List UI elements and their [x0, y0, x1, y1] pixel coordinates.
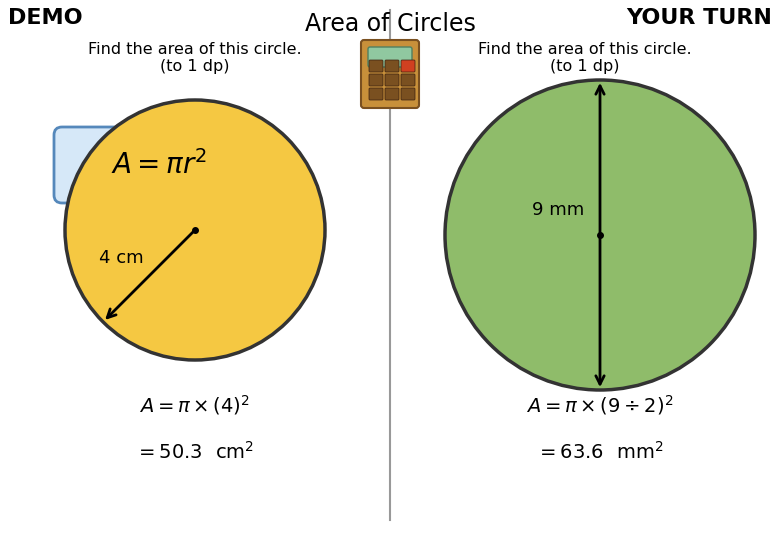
Text: $A = \pi \times (4)^2$: $A = \pi \times (4)^2$ [140, 393, 250, 417]
FancyBboxPatch shape [368, 47, 412, 67]
Text: 4 cm: 4 cm [99, 249, 144, 267]
Text: $A = \pi \times (9 \div 2)^2$: $A = \pi \times (9 \div 2)^2$ [526, 393, 674, 417]
FancyBboxPatch shape [385, 74, 399, 86]
Circle shape [65, 100, 325, 360]
Text: $= 63.6 \ \ \mathrm{mm}^2$: $= 63.6 \ \ \mathrm{mm}^2$ [537, 441, 664, 463]
FancyBboxPatch shape [369, 60, 383, 72]
FancyBboxPatch shape [401, 74, 415, 86]
Text: $A = \pi r^2$: $A = \pi r^2$ [112, 150, 207, 180]
Text: YOUR TURN: YOUR TURN [626, 8, 772, 28]
FancyBboxPatch shape [369, 88, 383, 100]
FancyBboxPatch shape [369, 74, 383, 86]
FancyBboxPatch shape [385, 60, 399, 72]
Circle shape [445, 80, 755, 390]
FancyBboxPatch shape [361, 40, 419, 108]
Text: $= 50.3 \ \ \mathrm{cm}^2$: $= 50.3 \ \ \mathrm{cm}^2$ [136, 441, 254, 463]
Text: DEMO: DEMO [8, 8, 83, 28]
FancyBboxPatch shape [401, 88, 415, 100]
Text: 9 mm: 9 mm [532, 201, 584, 219]
Text: Area of Circles: Area of Circles [304, 12, 476, 36]
FancyBboxPatch shape [385, 88, 399, 100]
Text: Find the area of this circle.
(to 1 dp): Find the area of this circle. (to 1 dp) [478, 42, 692, 75]
FancyBboxPatch shape [401, 60, 415, 72]
Text: Find the area of this circle.
(to 1 dp): Find the area of this circle. (to 1 dp) [88, 42, 302, 75]
FancyBboxPatch shape [54, 127, 265, 203]
